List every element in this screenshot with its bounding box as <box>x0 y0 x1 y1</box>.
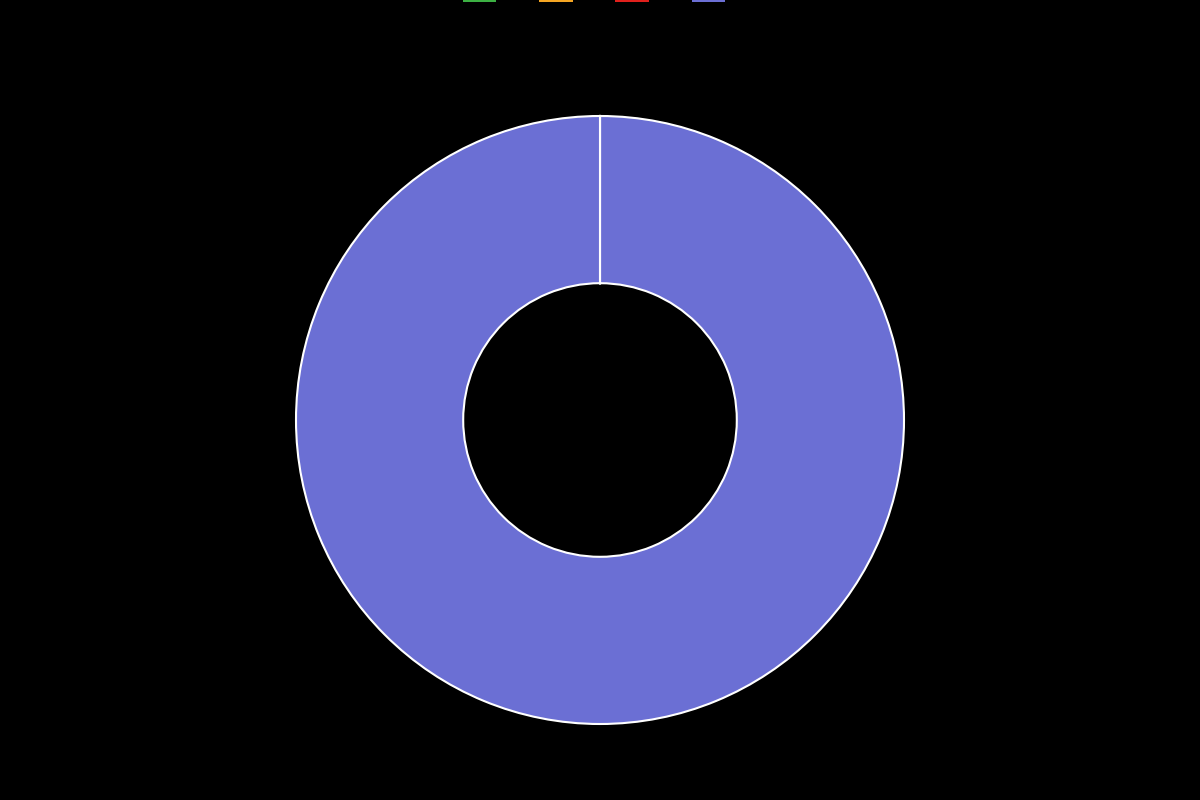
Legend: , , , : , , , <box>462 0 738 3</box>
Wedge shape <box>296 116 904 724</box>
